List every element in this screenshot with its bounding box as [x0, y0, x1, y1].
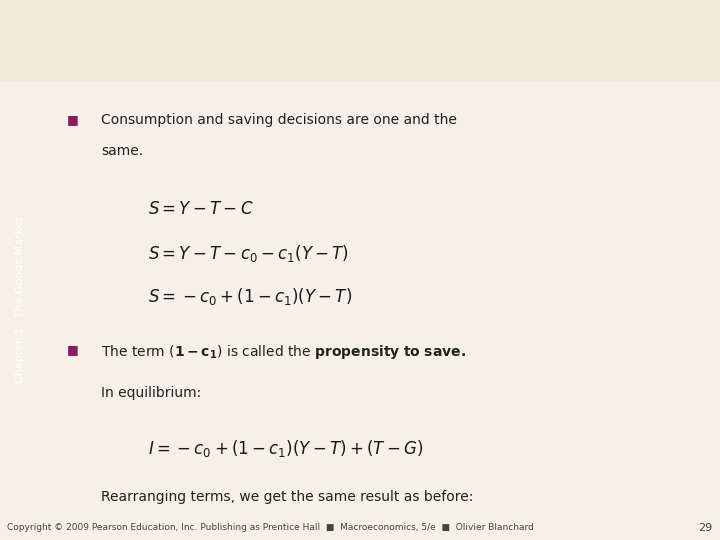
Text: 29: 29 — [698, 523, 713, 533]
Text: Chapter 3:  The Goods Market: Chapter 3: The Goods Market — [15, 216, 24, 383]
Text: ■: ■ — [67, 113, 78, 126]
Text: The term ($\mathbf{1-c_1}$) is called the $\bf{propensity\ to\ save.}$: The term ($\mathbf{1-c_1}$) is called th… — [101, 343, 466, 361]
Text: Rearranging terms, we get the same result as before:: Rearranging terms, we get the same resul… — [101, 490, 473, 504]
Text: same.: same. — [101, 144, 143, 158]
Text: $I = -c_0 + (1 - c_1)(Y - T) + (T - G)$: $I = -c_0 + (1 - c_1)(Y - T) + (T - G)$ — [148, 438, 424, 459]
Text: $S = Y - T - c_0 - c_1(Y - T)$: $S = Y - T - c_0 - c_1(Y - T)$ — [148, 243, 349, 264]
Text: ■: ■ — [67, 343, 78, 356]
Text: In equilibrium:: In equilibrium: — [101, 386, 201, 400]
Text: Consumption and saving decisions are one and the: Consumption and saving decisions are one… — [101, 113, 456, 127]
Bar — [0, 0, 40, 80]
Text: $S = Y - T - C$: $S = Y - T - C$ — [148, 200, 254, 218]
Text: $S = -c_0 + (1 - c_1)(Y - T)$: $S = -c_0 + (1 - c_1)(Y - T)$ — [148, 286, 353, 307]
Text: Way of Thinking about Goods-Market Equilibrium: Way of Thinking about Goods-Market Equil… — [65, 58, 525, 76]
Text: Copyright © 2009 Pearson Education, Inc. Publishing as Prentice Hall  ■  Macroec: Copyright © 2009 Pearson Education, Inc.… — [7, 523, 534, 532]
Text: Investment Equals Saving:  An Alternative: Investment Equals Saving: An Alternative — [65, 24, 462, 42]
